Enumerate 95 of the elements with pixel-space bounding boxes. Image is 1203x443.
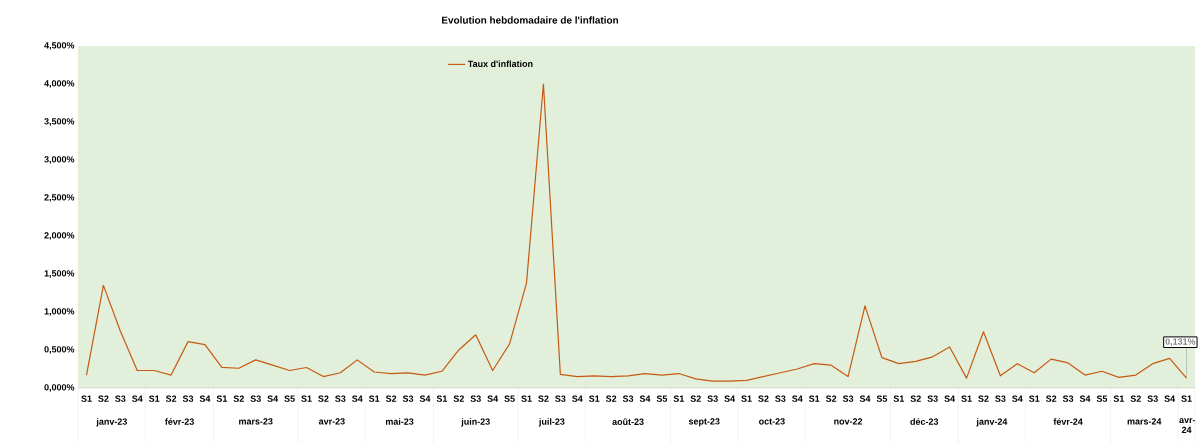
x-tick-label: S4 (267, 395, 279, 402)
x-tick-label: S4 (199, 395, 211, 402)
x-tick-label: S3 (995, 395, 1006, 402)
x-tick-label: S3 (555, 395, 566, 402)
x-tick-label: S2 (978, 395, 989, 402)
y-tick-label: 0,000% (44, 384, 75, 392)
x-tick-label: S1 (301, 395, 312, 402)
x-tick-label: S2 (453, 395, 464, 402)
x-tick-label: S4 (572, 395, 583, 402)
x-tick-label: S3 (927, 395, 938, 402)
x-tick-label: S4 (132, 395, 143, 402)
x-tick-label: S1 (148, 395, 160, 402)
x-tick-label: S4 (792, 395, 803, 402)
x-tick-label: S5 (284, 395, 295, 402)
x-tick-label: S3 (402, 395, 414, 402)
x-tick-label: S1 (81, 395, 92, 402)
text: mai-23 (385, 418, 414, 425)
x-tick-label: S1 (588, 395, 600, 402)
data-label: 0,131% (1165, 338, 1196, 347)
x-tick-label: S2 (385, 395, 397, 402)
x-tick-label: S1 (436, 395, 448, 402)
text: juil-23 (538, 418, 565, 427)
x-tick-label: S1 (1029, 395, 1040, 402)
text: nov-22 (834, 418, 863, 425)
y-tick-label: 1,000% (44, 308, 75, 316)
x-tick-label: S3 (182, 395, 194, 402)
x-tick-label: S2 (825, 395, 837, 402)
x-tick-label: S2 (233, 395, 244, 402)
x-tick-label: S5 (876, 395, 888, 402)
text: janv-23 (96, 418, 127, 427)
x-tick-label: S2 (318, 395, 329, 402)
y-tick-label: 4,000% (44, 80, 75, 88)
x-tick-label: S2 (758, 395, 769, 402)
x-tick-label: S3 (1147, 395, 1158, 402)
text: févr-24 (1053, 418, 1083, 425)
x-tick-label: S4 (419, 395, 431, 402)
y-tick-label: 4,500% (44, 42, 75, 50)
text: sept-23 (688, 418, 720, 427)
x-tick-label: S3 (622, 395, 634, 402)
text: avr-24 (1179, 418, 1196, 433)
x-tick-label: S1 (673, 395, 685, 402)
x-tick-label: S2 (605, 395, 617, 402)
x-tick-label: S5 (504, 395, 515, 402)
text: avr-23 (318, 418, 345, 425)
y-tick-label: 0,500% (44, 346, 75, 354)
y-tick-label: 2,000% (44, 232, 75, 240)
y-tick-label: 3,500% (44, 118, 75, 126)
x-tick-label: S1 (216, 395, 228, 402)
x-tick-label: S1 (368, 395, 380, 402)
x-tick-label: S4 (859, 395, 871, 402)
x-tick-label: S1 (741, 395, 752, 402)
x-tick-label: S3 (470, 395, 481, 402)
x-tick-label: S4 (639, 395, 651, 402)
legend-label: Taux d'inflation (467, 60, 533, 68)
x-tick-label: S2 (910, 395, 921, 402)
x-tick-label: S3 (1062, 395, 1074, 402)
x-tick-label: S1 (961, 395, 972, 402)
text: févr-23 (165, 418, 194, 425)
y-tick-label: 1,500% (44, 270, 75, 278)
x-tick-label: S2 (98, 395, 109, 402)
x-tick-label: S3 (842, 395, 854, 402)
x-tick-label: S5 (1096, 395, 1108, 402)
x-tick-label: S4 (944, 395, 956, 402)
x-tick-label: S2 (538, 395, 549, 402)
x-tick-label: S3 (115, 395, 126, 402)
x-tick-label: S3 (707, 395, 718, 402)
x-tick-label: S3 (250, 395, 261, 402)
x-tick-label: S4 (1079, 395, 1091, 402)
x-tick-label: S2 (165, 395, 177, 402)
x-tick-label: S2 (690, 395, 701, 402)
x-tick-label: S3 (335, 395, 346, 402)
x-tick-label: S1 (1181, 395, 1192, 402)
x-tick-label: S4 (487, 395, 499, 402)
x-tick-label: S3 (775, 395, 786, 402)
y-tick-label: 2,500% (44, 194, 75, 202)
x-tick-label: S1 (1113, 395, 1125, 402)
text: janv-24 (976, 418, 1008, 427)
text: oct-23 (759, 418, 785, 425)
y-tick-label: 3,000% (44, 156, 75, 164)
x-tick-label: S4 (352, 395, 363, 402)
text: mars-23 (239, 418, 273, 425)
x-tick-label: S4 (724, 395, 736, 402)
x-tick-label: S1 (521, 395, 532, 402)
text: août-23 (612, 418, 644, 425)
chart-title: Evolution hebdomadaire de l'inflation (442, 16, 619, 24)
x-tick-label: S1 (808, 395, 820, 402)
x-tick-label: S4 (1012, 395, 1023, 402)
x-tick-label: S2 (1045, 395, 1057, 402)
text: déc-23 (910, 418, 939, 425)
text: mars-24 (1127, 418, 1162, 425)
x-tick-label: S1 (893, 395, 905, 402)
x-tick-label: S5 (656, 395, 668, 402)
text: juin-23 (461, 418, 490, 427)
x-tick-label: S4 (1164, 395, 1176, 402)
x-tick-label: S2 (1130, 395, 1141, 402)
